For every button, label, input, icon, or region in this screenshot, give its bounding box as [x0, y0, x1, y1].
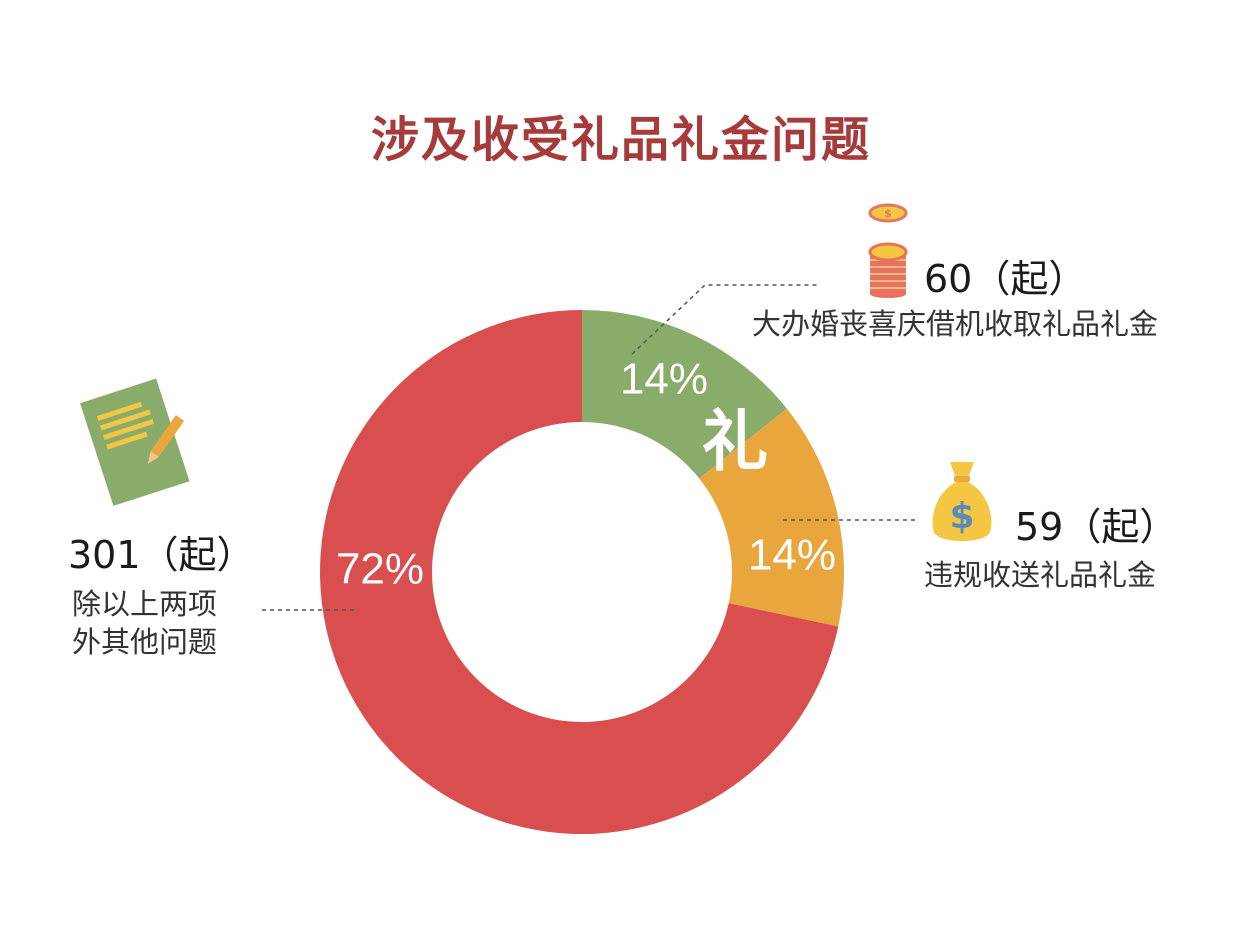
- red-label-line2: 外其他问题: [72, 625, 218, 659]
- leader-line-green: [631, 284, 818, 355]
- red-label-line1: 除以上两项: [72, 587, 218, 621]
- slice-red: [320, 310, 839, 834]
- svg-text:$: $: [884, 207, 892, 220]
- money-bag-icon: $: [932, 462, 992, 541]
- notepad-pencil-icon: [80, 378, 190, 506]
- red-count: 301（起）: [68, 533, 255, 577]
- coin-stack-icon: $: [868, 203, 908, 298]
- green-count: 60（起）: [924, 257, 1087, 301]
- chart-title: 涉及收受礼品礼金问题: [370, 112, 871, 168]
- center-gift-char: 礼: [702, 403, 768, 480]
- orange-label: 违规收送礼品礼金: [924, 558, 1157, 592]
- slice-orange: [699, 408, 844, 627]
- donut-slices: 14% 14% 72%: [320, 310, 844, 834]
- percent-label-green: 14%: [620, 355, 708, 404]
- svg-text:$: $: [949, 496, 974, 537]
- percent-label-red: 72%: [336, 545, 424, 594]
- percent-label-orange: 14%: [748, 531, 836, 580]
- green-label: 大办婚丧喜庆借机收取礼品礼金: [752, 307, 1159, 341]
- leader-lines: [262, 284, 918, 611]
- orange-count: 59（起）: [1015, 505, 1178, 549]
